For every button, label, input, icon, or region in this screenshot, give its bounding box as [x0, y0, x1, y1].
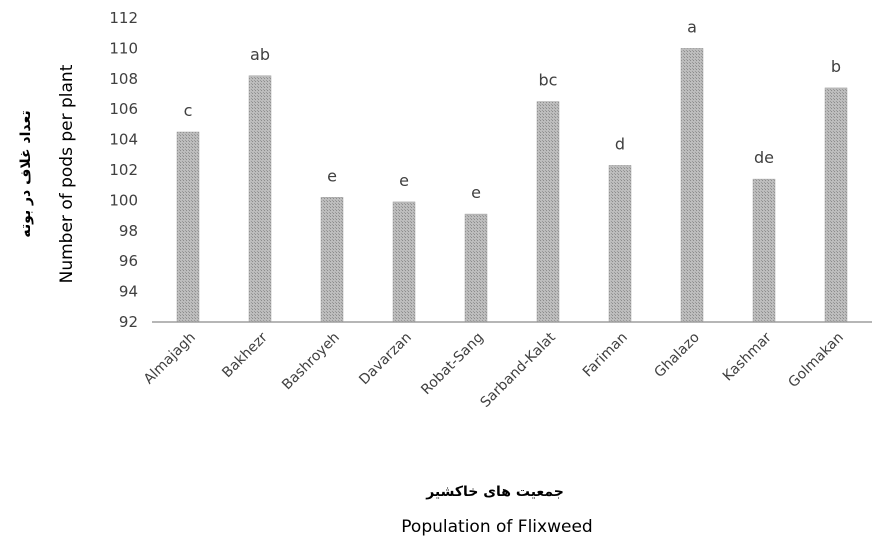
x-tick-label: Robat-Sang	[418, 330, 487, 399]
significance-letter: b	[831, 57, 841, 76]
y-tick-label: 108	[109, 70, 138, 88]
significance-letter: e	[399, 171, 409, 190]
x-tick-label: Kashmar	[720, 329, 775, 384]
bar-davarzan	[392, 201, 416, 323]
bar-golmakan	[824, 87, 848, 323]
bar-ghalazo	[680, 48, 704, 323]
x-tick-label: Golmakan	[785, 330, 846, 391]
significance-letters: c ab e e e bc d a de b	[184, 17, 841, 202]
bar-fariman	[608, 165, 632, 323]
y-tick-label: 92	[119, 313, 138, 331]
significance-letter: e	[327, 166, 337, 185]
bar-robat-sang	[464, 213, 488, 323]
y-axis-title-persian: تعداد غلاف در بوته	[18, 110, 34, 237]
x-tick-label: Almajagh	[141, 330, 199, 388]
x-tick-label: Sarband-Kalat	[478, 329, 560, 411]
significance-letter: e	[471, 183, 481, 202]
y-tick-label: 102	[109, 161, 138, 179]
x-tick-label: Bakhezr	[219, 329, 271, 381]
x-tick-label: Fariman	[580, 330, 631, 381]
significance-letter: d	[615, 134, 625, 153]
y-tick-label: 100	[109, 191, 138, 209]
x-tick-label: Bashroyeh	[279, 330, 343, 394]
y-tick-label: 110	[109, 39, 138, 57]
y-axis-title: Number of pods per plant	[57, 64, 77, 283]
y-tick-label: 112	[109, 9, 138, 27]
y-axis-ticks: 92 94 96 98 100 102 104 106 108 110 112	[109, 9, 138, 331]
x-tick-label: Davarzan	[356, 330, 415, 389]
significance-letter: a	[687, 17, 697, 36]
y-tick-label: 98	[119, 222, 138, 240]
significance-letter: ab	[250, 45, 270, 64]
y-tick-label: 106	[109, 100, 138, 118]
y-tick-label: 104	[109, 131, 138, 149]
significance-letter: c	[184, 101, 193, 120]
x-axis-ticks: Almajagh Bakhezr Bashroyeh Davarzan Robat-Sa…	[141, 329, 847, 411]
bar-almajagh	[176, 131, 200, 323]
bar-bakhezr	[248, 75, 272, 323]
bar-bashroyeh	[320, 197, 344, 323]
x-tick-label: Ghalazo	[651, 330, 702, 381]
bar-sarband-kalat	[536, 101, 560, 323]
significance-letter: bc	[539, 71, 558, 90]
x-axis-title: Population of Flixweed	[401, 517, 592, 537]
significance-letter: de	[754, 148, 774, 167]
y-tick-label: 96	[119, 252, 138, 270]
y-tick-label: 94	[119, 283, 138, 301]
x-axis-title-persian: جمعیت های خاکشیر	[425, 484, 564, 500]
bars	[176, 48, 848, 323]
bar-kashmar	[752, 178, 776, 323]
